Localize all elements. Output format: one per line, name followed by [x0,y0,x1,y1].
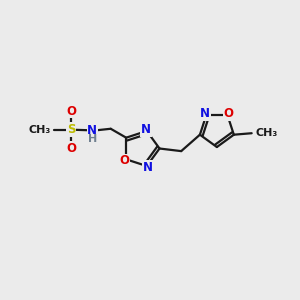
Text: O: O [120,154,130,167]
Text: N: N [200,107,210,120]
Text: CH₃: CH₃ [29,125,51,135]
Text: S: S [67,123,75,136]
Text: N: N [141,123,151,136]
Text: N: N [143,161,153,174]
Text: N: N [87,124,97,137]
Text: O: O [66,105,76,118]
Text: O: O [66,142,76,154]
Text: H: H [88,134,97,144]
Text: CH₃: CH₃ [255,128,278,138]
Text: O: O [224,107,233,120]
